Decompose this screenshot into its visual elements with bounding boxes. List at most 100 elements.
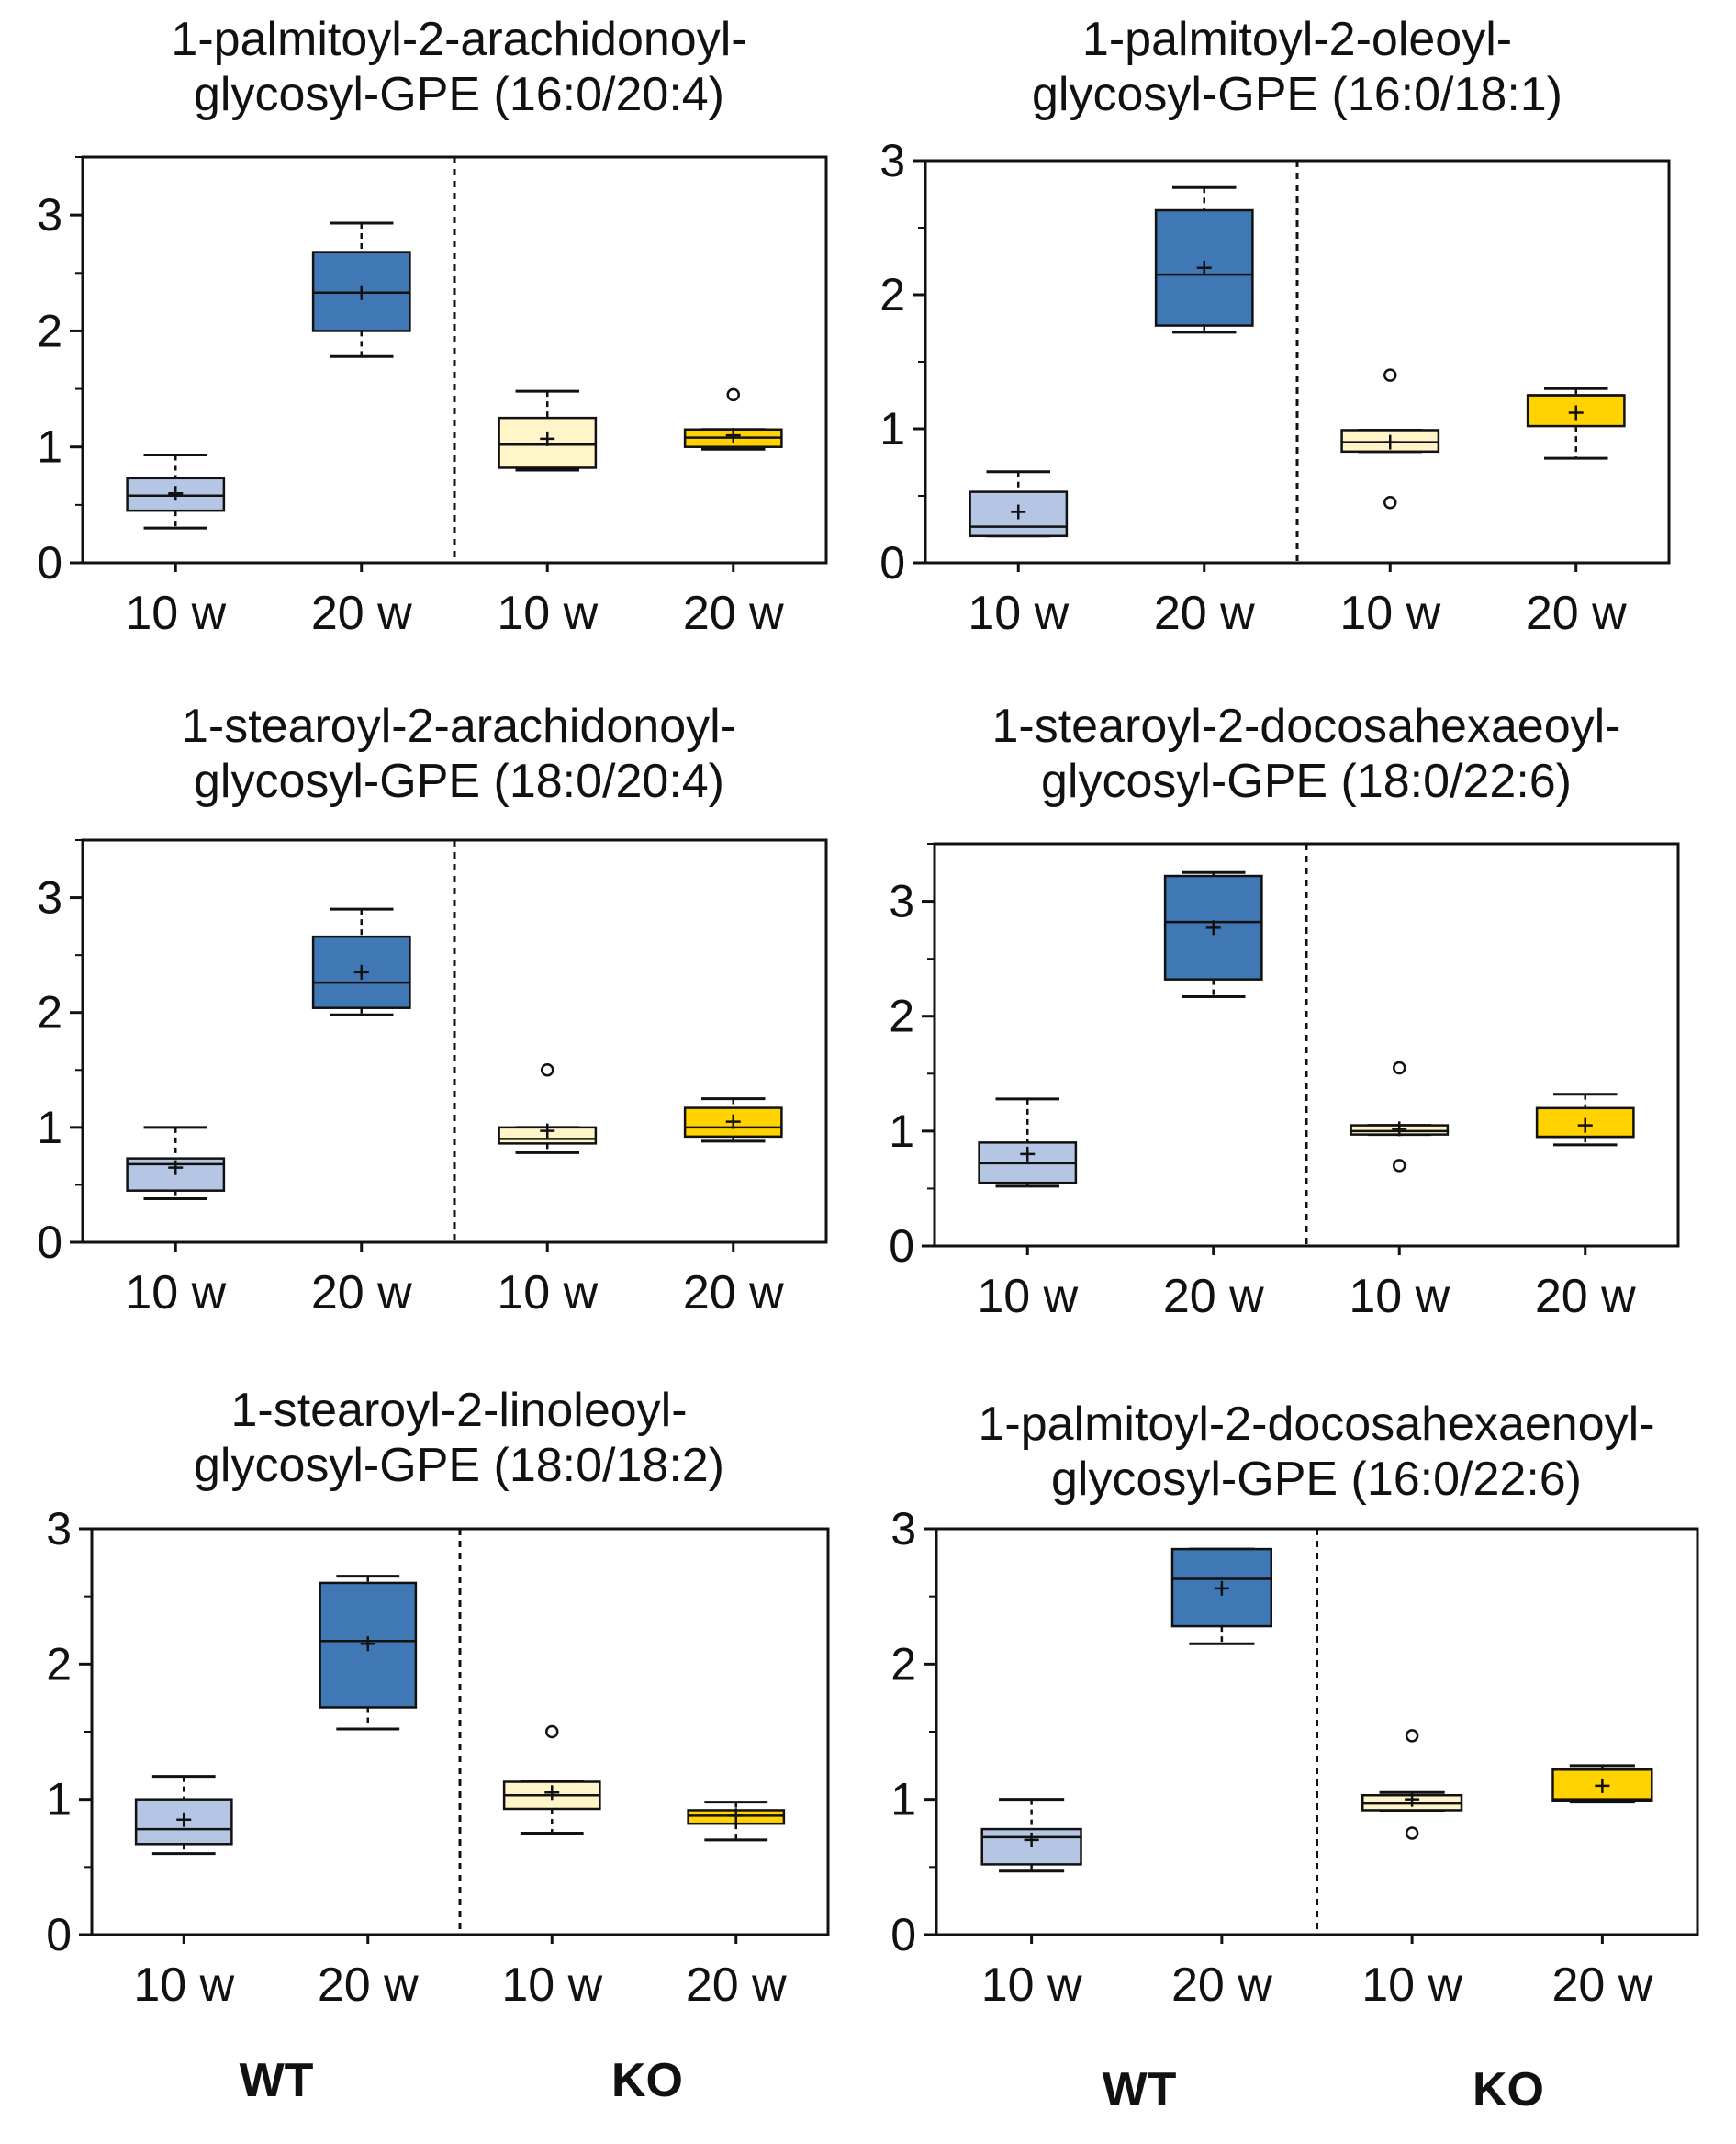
box-3 [498,1063,598,1154]
outlier-point [1383,368,1397,382]
chart-title-line2: glycosyl-GPE (16:0/22:6) [1051,1453,1582,1506]
box-3 [502,1724,601,1835]
chart-title-line1: 1-palmitoyl-2-docosahexaenoyl- [978,1398,1654,1451]
box-3 [1350,1061,1450,1173]
box-2 [319,1575,418,1731]
chart-title-line1: 1-stearoyl-2-docosahexaeoyl- [991,700,1620,753]
y-tick-label: 3 [889,876,914,927]
y-tick-label: 3 [890,1503,916,1555]
x-tick-label: 10 w [497,1266,598,1319]
y-tick-label: 3 [46,1503,72,1555]
outlier-point [1405,1729,1419,1743]
x-tick-label: 20 w [683,1266,784,1319]
chart-title-line1: 1-stearoyl-2-linoleoyl- [230,1384,687,1437]
y-tick-label: 3 [37,189,62,241]
y-tick-label: 0 [890,1909,916,1960]
x-tick-label: 10 w [501,1959,602,2012]
chart-panel-2: 1-palmitoyl-2-oleoyl-glycosyl-GPE (16:0/… [879,13,1671,640]
x-tick-label: 20 w [318,1959,419,2012]
y-tick-label: 1 [890,1774,916,1825]
y-tick-label: 2 [889,991,914,1042]
y-tick-label: 0 [46,1909,72,1960]
chart-panel-3: 1-stearoyl-2-arachidonoyl-glycosyl-GPE (… [37,700,828,1319]
y-tick-label: 2 [46,1638,72,1689]
y-tick-label: 0 [37,537,62,589]
box-3 [1361,1729,1463,1840]
group-label-wt-right: WT [1103,2063,1177,2116]
box-4 [683,387,783,451]
chart-title-line2: glycosyl-GPE (18:0/18:2) [194,1439,724,1492]
y-tick-label: 2 [37,305,62,356]
box-body [498,416,598,469]
chart-title-line1: 1-stearoyl-2-arachidonoyl- [182,700,736,753]
y-tick-label: 2 [37,987,62,1038]
y-tick-label: 3 [879,135,905,186]
box-2 [311,907,411,1016]
x-tick-label: 20 w [683,587,784,640]
outlier-point [545,1724,559,1739]
box-3 [1340,368,1440,510]
x-tick-label: 10 w [125,1266,226,1319]
x-tick-label: 10 w [981,1959,1082,2012]
x-tick-label: 20 w [686,1959,787,2012]
outlier-point [1383,496,1397,510]
chart-title-line1: 1-palmitoyl-2-arachidonoyl- [171,13,746,66]
y-tick-label: 1 [37,421,62,473]
outlier-point [541,1063,554,1077]
x-tick-label: 20 w [1163,1270,1264,1323]
x-tick-label: 20 w [1535,1270,1636,1323]
chart-panel-4: 1-stearoyl-2-docosahexaeoyl-glycosyl-GPE… [889,700,1680,1323]
outlier-point [726,387,740,402]
box-2 [311,221,411,358]
y-tick-label: 1 [37,1102,62,1153]
chart-panel-5: 1-stearoyl-2-linoleoyl-glycosyl-GPE (18:… [46,1384,830,2012]
x-tick-label: 20 w [1526,587,1627,640]
box-1 [969,470,1069,538]
chart-title-line2: glycosyl-GPE (18:0/20:4) [194,755,724,808]
outlier-point [1393,1159,1406,1173]
box-4 [1551,1764,1653,1804]
chart-title-line2: glycosyl-GPE (16:0/18:1) [1032,68,1562,121]
x-tick-label: 10 w [968,587,1069,640]
box-1 [978,1097,1078,1188]
group-label-ko-right: KO [1473,2063,1544,2116]
y-tick-label: 0 [879,537,905,589]
box-4 [1526,387,1626,460]
box-2 [1170,1547,1273,1645]
box-4 [1535,1093,1635,1147]
chart-title-line1: 1-palmitoyl-2-oleoyl- [1082,13,1512,66]
chart-panel-6: 1-palmitoyl-2-docosahexaenoyl-glycosyl-G… [890,1398,1699,2012]
x-tick-label: 10 w [977,1270,1078,1323]
y-tick-label: 0 [889,1220,914,1272]
box-2 [1154,185,1254,334]
x-tick-label: 10 w [133,1959,234,2012]
x-tick-label: 20 w [1171,1959,1272,2012]
x-tick-label: 20 w [311,1266,412,1319]
box-1 [134,1775,233,1856]
box-4 [687,1801,786,1842]
x-tick-label: 10 w [497,587,598,640]
box-2 [1163,870,1263,998]
y-tick-label: 0 [37,1217,62,1268]
outlier-point [1393,1061,1406,1075]
y-tick-label: 2 [879,269,905,320]
y-tick-label: 1 [889,1106,914,1157]
chart-title-line2: glycosyl-GPE (16:0/20:4) [194,68,724,121]
box-1 [980,1798,1082,1873]
x-tick-label: 10 w [1339,587,1440,640]
box-1 [126,454,226,530]
x-tick-label: 10 w [1361,1959,1462,2012]
y-tick-label: 1 [46,1774,72,1825]
chart-panel-1: 1-palmitoyl-2-arachidonoyl-glycosyl-GPE … [37,13,828,640]
group-label-ko: KO [611,2054,683,2107]
y-tick-label: 1 [879,403,905,455]
y-tick-label: 2 [890,1638,916,1689]
x-tick-label: 20 w [311,587,412,640]
group-label-wt: WT [240,2054,314,2107]
box-3 [498,389,598,472]
x-tick-label: 10 w [1349,1270,1450,1323]
x-tick-label: 10 w [125,587,226,640]
y-tick-label: 3 [37,872,62,924]
chart-title-line2: glycosyl-GPE (18:0/22:6) [1041,755,1572,808]
box-1 [126,1126,226,1200]
